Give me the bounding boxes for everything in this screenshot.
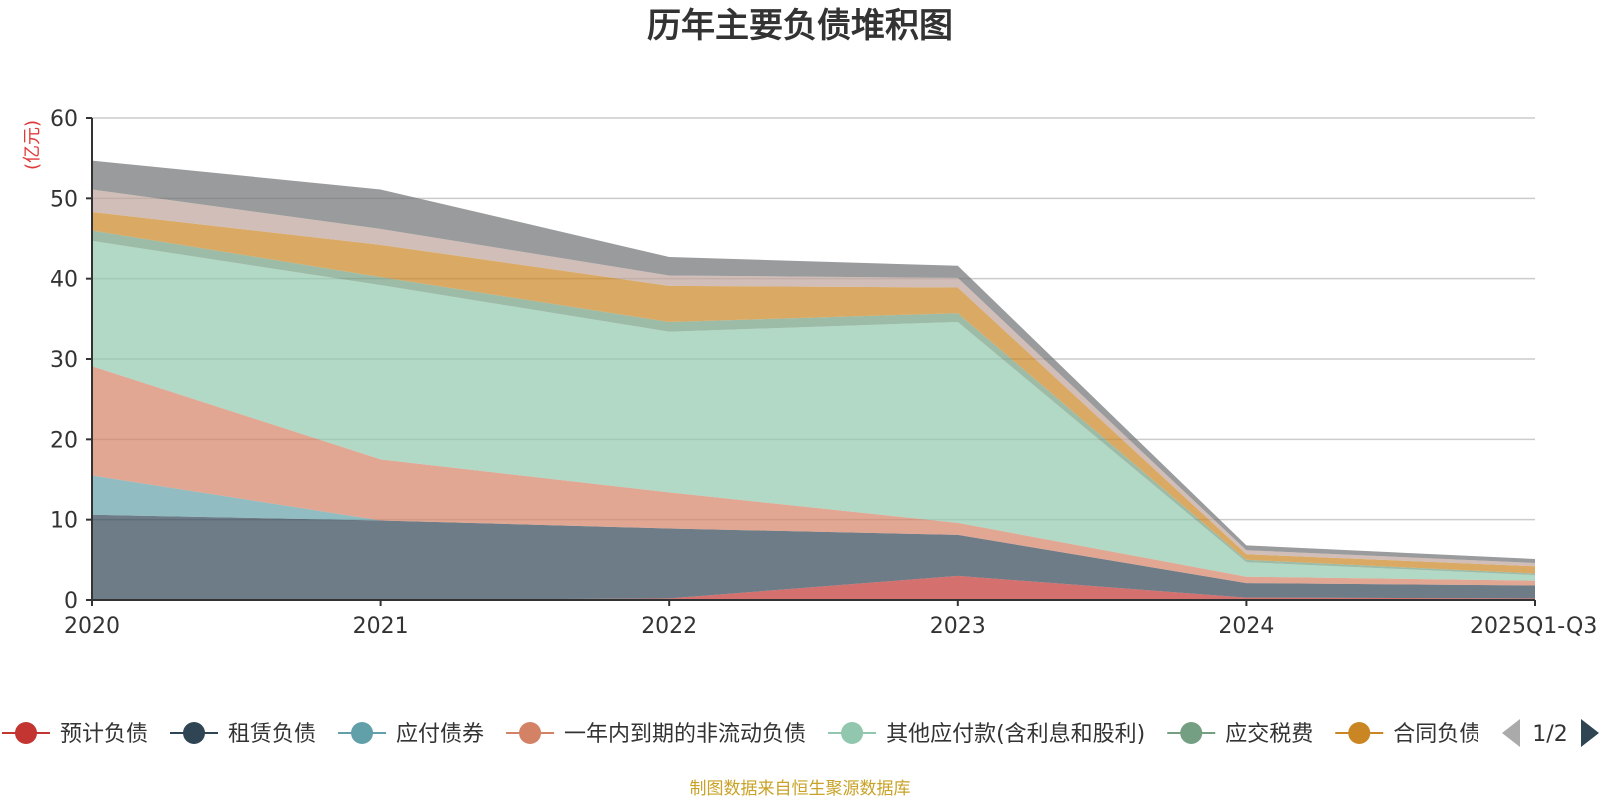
area-series-2[interactable] xyxy=(92,514,1535,600)
legend-label: 预计负债 xyxy=(60,722,148,747)
legend: 预计负债 租赁负债 应付债券 一年内到期的非流动负债 其他应付款(含利息和股利) 应交税费… xyxy=(2,722,1481,747)
area-series-8[interactable] xyxy=(92,189,1535,567)
legend-prev-page-icon[interactable] xyxy=(1502,719,1520,747)
legend-label: 合同负债 xyxy=(1393,722,1481,747)
legend-marker-icon xyxy=(183,722,206,744)
stacked-area-series xyxy=(92,160,1535,600)
legend-item[interactable]: 应付债券 xyxy=(338,722,484,747)
y-tick-label: 30 xyxy=(50,348,78,373)
area-series-9[interactable] xyxy=(92,160,1535,563)
area-series-4[interactable] xyxy=(92,366,1535,586)
legend-marker-icon xyxy=(519,722,542,744)
y-tick-label: 40 xyxy=(50,268,78,293)
legend-label: 其他应付款(含利息和股利) xyxy=(886,722,1145,747)
legend-marker-icon xyxy=(1348,722,1371,744)
y-tick-label: 60 xyxy=(50,107,78,132)
legend-item[interactable]: 预计负债 xyxy=(2,722,148,747)
x-tick-label: 2020 xyxy=(64,614,120,639)
legend-page-indicator: 1/2 xyxy=(1532,722,1567,747)
legend-label: 一年内到期的非流动负债 xyxy=(564,722,806,747)
legend-pager: 1/2 xyxy=(1502,719,1599,747)
legend-label: 应付债券 xyxy=(396,722,484,747)
legend-marker-icon xyxy=(841,722,864,744)
legend-item[interactable]: 合同负债 xyxy=(1335,722,1481,747)
legend-item[interactable]: 其他应付款(含利息和股利) xyxy=(828,722,1145,747)
legend-marker-icon xyxy=(1180,722,1203,744)
y-axis-unit-label: (亿元) xyxy=(22,120,43,170)
legend-label: 应交税费 xyxy=(1225,722,1313,747)
legend-item[interactable]: 租赁负债 xyxy=(170,722,316,747)
legend-item[interactable]: 应交税费 xyxy=(1167,722,1313,747)
legend-item[interactable]: 一年内到期的非流动负债 xyxy=(506,722,806,747)
x-tick-label: 2024 xyxy=(1218,614,1274,639)
y-axis-ticks: 0 10 20 30 40 50 60 xyxy=(50,107,92,614)
y-tick-label: 20 xyxy=(50,428,78,453)
legend-next-page-icon[interactable] xyxy=(1581,719,1599,747)
legend-marker-icon xyxy=(351,722,374,744)
legend-label: 租赁负债 xyxy=(228,722,316,747)
x-tick-label: 2025Q1-Q3 xyxy=(1470,614,1597,639)
chart-title: 历年主要负债堆积图 xyxy=(647,6,953,46)
x-tick-label: 2022 xyxy=(641,614,697,639)
area-series-5[interactable] xyxy=(92,240,1535,581)
legend-items: 预计负债 租赁负债 应付债券 一年内到期的非流动负债 其他应付款(含利息和股利) 应交税费… xyxy=(2,722,1481,747)
x-tick-label: 2023 xyxy=(930,614,986,639)
y-tick-label: 10 xyxy=(50,509,78,534)
x-tick-label: 2021 xyxy=(353,614,409,639)
area-series-1[interactable] xyxy=(92,575,1535,600)
y-tick-label: 50 xyxy=(50,187,78,212)
source-note: 制图数据来自恒生聚源数据库 xyxy=(690,779,911,799)
y-tick-label: 0 xyxy=(64,589,78,614)
legend-marker-icon xyxy=(15,722,37,744)
x-axis-ticks: 2020 2021 2022 2023 2024 2025Q1-Q3 xyxy=(64,600,1597,639)
area-series-7[interactable] xyxy=(92,212,1535,574)
